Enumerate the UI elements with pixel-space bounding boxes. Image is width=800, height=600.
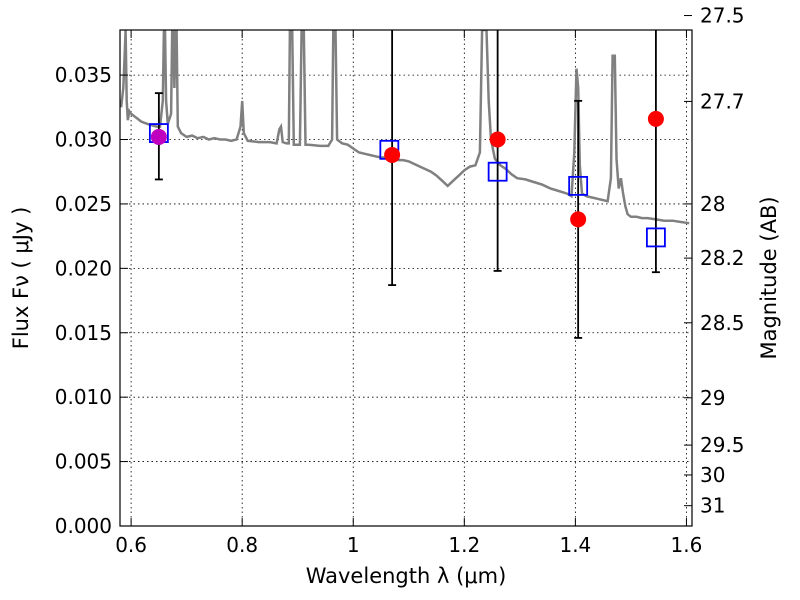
magnitude-tick-label: 28.2 [700, 246, 745, 270]
y-tick-label: 0.010 [55, 385, 112, 409]
observed-flux-point [647, 110, 664, 127]
x-tick-label: 1 [347, 533, 360, 557]
observed-flux-point [489, 131, 506, 148]
model-square-marker [487, 161, 508, 182]
x-tick-label: 1.6 [671, 533, 703, 557]
y-tick-label: 0.005 [55, 450, 112, 474]
right-axis-label: Magnitude (AB) [757, 196, 781, 359]
magnitude-tick-label: 29 [700, 386, 725, 410]
model-square-marker [646, 227, 666, 248]
y-axis-label: Flux Fν ( μJy ) [9, 207, 33, 350]
model-square-marker [568, 175, 589, 196]
x-tick-label: 0.6 [115, 533, 147, 557]
x-axis-ticks: 0.6 0.8 1 1.2 1.4 1.6 [115, 30, 702, 557]
y-tick-label: 0.015 [55, 321, 112, 345]
x-axis-label: Wavelength λ (μm) [306, 564, 507, 588]
magnitude-tick-label: 28.5 [700, 311, 745, 335]
magnitude-tick-label: 28 [700, 192, 725, 216]
plot-background [120, 30, 692, 526]
model-photometry-markers [148, 123, 666, 248]
x-tick-label: 1.4 [559, 533, 591, 557]
observed-flux-point [570, 211, 587, 228]
magnitude-tick-label: 30 [700, 463, 725, 487]
observed-flux-point [150, 128, 167, 145]
magnitude-tick-label: 31 [700, 494, 725, 518]
y-tick-label: 0.030 [55, 128, 112, 152]
x-tick-label: 1.2 [448, 533, 480, 557]
y-tick-label: 0.000 [55, 514, 112, 538]
x-tick-label: 0.8 [226, 533, 258, 557]
observed-flux-point [384, 146, 401, 163]
magnitude-axis-ticks: 27.5 27.7 28 28.2 28.5 29 29.5 30 31 [684, 4, 745, 518]
magnitude-tick-label: 27.5 [700, 4, 745, 28]
magnitude-tick-label: 29.5 [700, 433, 745, 457]
y-tick-label: 0.020 [55, 256, 112, 280]
plot-frame [119, 29, 693, 527]
observed-flux-markers [150, 110, 664, 228]
y-tick-label: 0.035 [55, 63, 112, 87]
y-axis-ticks: 0.000 0.005 0.010 0.015 0.020 0.025 0.030 0.035 [55, 63, 128, 538]
magnitude-tick-label: 27.7 [700, 89, 745, 113]
y-tick-label: 0.025 [55, 192, 112, 216]
